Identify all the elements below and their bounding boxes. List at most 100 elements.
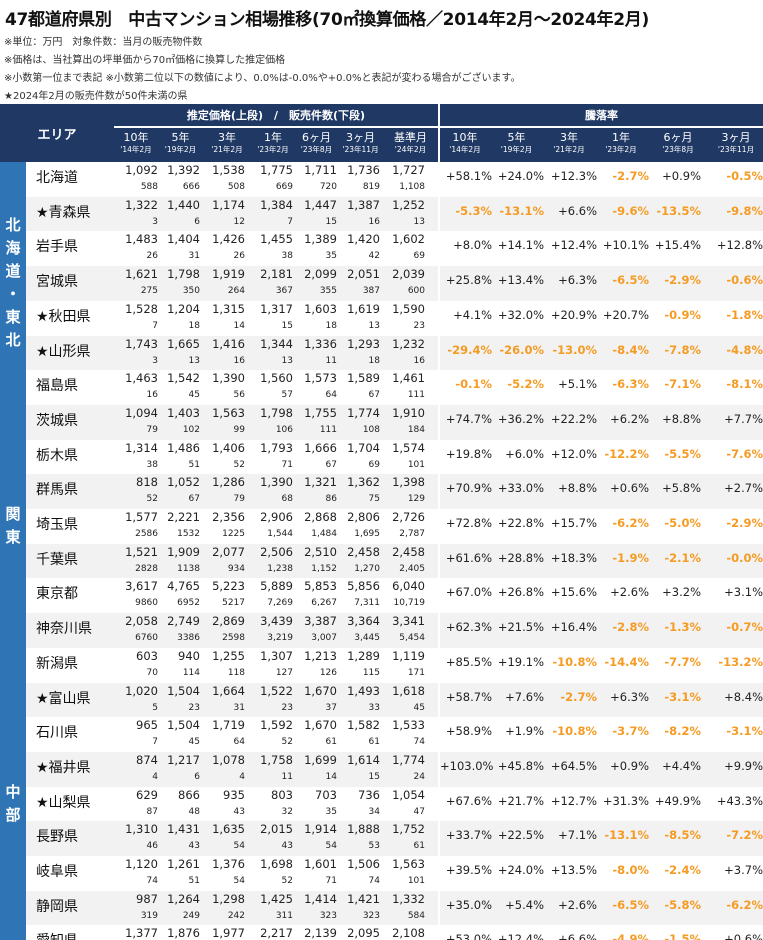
change-rate: +45.8% xyxy=(497,758,544,773)
price-value: 3,617 xyxy=(125,579,158,594)
table-row: ★山形県 1,743 1,665 1,416 1,344 1,336 1,293 1,232 3… xyxy=(26,335,763,371)
change-rate: +0.9% xyxy=(662,169,701,183)
listing-count: 3,219 xyxy=(267,633,293,644)
listing-count: 12 xyxy=(233,216,245,227)
header-col-period: 3年 xyxy=(218,131,236,144)
price-value: 1,317 xyxy=(260,301,293,316)
prefecture-name: 岐阜県 xyxy=(36,864,78,880)
price-value: 1,314 xyxy=(125,440,158,455)
price-value: 2,868 xyxy=(304,510,337,524)
change-rate: -10.8% xyxy=(552,724,597,739)
change-rate: -10.8% xyxy=(552,654,597,669)
listing-count: 34 xyxy=(368,806,380,817)
listing-count: 11 xyxy=(281,771,293,782)
change-rate: -6.3% xyxy=(612,377,649,392)
column-divider xyxy=(438,751,440,787)
price-value: 1,425 xyxy=(260,891,293,906)
change-rate: +22.5% xyxy=(497,828,544,843)
prefecture-name: 神奈川県 xyxy=(36,621,92,638)
price-value: 1,614 xyxy=(347,752,380,767)
listing-count: 37 xyxy=(325,702,337,713)
price-value: 1,670 xyxy=(304,683,337,698)
listing-count: 74 xyxy=(146,876,158,886)
price-value: 1,798 xyxy=(260,405,293,420)
listing-count: 5 xyxy=(152,702,158,713)
price-value: 1,054 xyxy=(392,787,425,802)
price-value: 1,483 xyxy=(125,232,158,247)
table-row: 東京都 3,617 4,765 5,223 5,889 5,853 5,856 6,040 98… xyxy=(26,578,763,614)
header-price-col: 基準月 '24年2月 xyxy=(383,128,438,162)
listing-count: 23 xyxy=(281,702,293,713)
listing-count: 1,270 xyxy=(354,563,380,574)
price-value: 1,486 xyxy=(167,440,200,455)
price-value: 1,232 xyxy=(392,336,425,351)
change-rate: +24.0% xyxy=(497,863,544,877)
change-rate: +36.2% xyxy=(497,411,544,426)
listing-count: 669 xyxy=(275,182,293,192)
price-value: 1,447 xyxy=(304,197,337,212)
change-rate: +8.8% xyxy=(558,481,597,496)
listing-count: 819 xyxy=(362,182,380,192)
header-col-period: 6ヶ月 xyxy=(302,131,331,144)
change-rate: +49.9% xyxy=(654,793,701,808)
listing-count: 54 xyxy=(233,841,245,852)
column-divider xyxy=(438,300,440,336)
change-rate: -1.9% xyxy=(612,550,649,565)
listing-count: 45 xyxy=(413,702,425,713)
change-rate: -7.2% xyxy=(726,828,763,843)
change-rate: -13.5% xyxy=(656,203,701,218)
price-value: 1,461 xyxy=(392,371,425,386)
listing-count: 52 xyxy=(281,737,293,748)
change-rate: +5.8% xyxy=(662,481,701,496)
header-rate-col: 3ヶ月 '23年11月 xyxy=(709,128,763,162)
header-area: エリア xyxy=(0,104,114,162)
listing-count: 69 xyxy=(413,251,425,262)
table-row: 新潟県 603 940 1,255 1,307 1,213 1,289 1,119 70 114 1… xyxy=(26,647,763,683)
change-rate: -7.8% xyxy=(664,342,701,357)
price-value: 1,384 xyxy=(260,197,293,212)
prefecture-name: 新潟県 xyxy=(36,655,78,672)
price-value: 1,573 xyxy=(304,371,337,386)
change-rate: +12.4% xyxy=(550,238,597,253)
change-rate: +6.0% xyxy=(505,446,544,461)
price-value: 5,853 xyxy=(304,579,337,594)
price-value: 1,774 xyxy=(392,752,425,767)
listing-count: 86 xyxy=(325,494,337,505)
change-rate: -2.9% xyxy=(726,516,763,530)
price-value: 874 xyxy=(136,752,158,767)
header-col-period: 10年 xyxy=(123,131,149,144)
table-row: 石川県 965 1,504 1,719 1,592 1,670 1,582 1,533 7 45 6… xyxy=(26,717,763,752)
header-rate-col: 3年 '21年2月 xyxy=(543,128,595,162)
price-value: 1,621 xyxy=(125,267,158,282)
column-divider xyxy=(438,578,440,614)
change-rate: +21.7% xyxy=(497,793,544,808)
column-divider xyxy=(438,717,440,752)
listing-count: 71 xyxy=(281,459,293,470)
price-value: 1,888 xyxy=(347,822,380,837)
price-value: 1,389 xyxy=(304,232,337,247)
listing-count: 43 xyxy=(188,841,200,852)
change-rate: -2.4% xyxy=(664,863,701,877)
change-rate: +72.8% xyxy=(445,516,492,530)
price-value: 1,286 xyxy=(212,475,245,490)
listing-count: 1138 xyxy=(177,563,200,574)
change-rate: +8.4% xyxy=(724,689,763,704)
change-rate: -4.9% xyxy=(612,932,649,940)
listing-count: 2,405 xyxy=(399,563,425,574)
header-col-date: '23年2月 xyxy=(605,145,637,154)
listing-count: 13 xyxy=(413,216,425,227)
price-value: 1,774 xyxy=(347,405,380,420)
listing-count: 48 xyxy=(188,806,200,817)
change-rate: +67.0% xyxy=(445,585,492,600)
price-value: 1,666 xyxy=(304,440,337,455)
change-rate: +14.1% xyxy=(497,238,544,253)
change-rate: +20.7% xyxy=(602,307,649,322)
listing-count: 106 xyxy=(275,424,293,435)
price-value: 2,217 xyxy=(260,926,293,940)
change-rate: +25.8% xyxy=(445,273,492,288)
price-value: 1,493 xyxy=(347,683,380,698)
change-rate: -1.5% xyxy=(664,932,701,940)
change-rate: -6.2% xyxy=(612,516,649,530)
listing-count: 6760 xyxy=(135,633,158,644)
change-rate: +19.8% xyxy=(445,446,492,461)
